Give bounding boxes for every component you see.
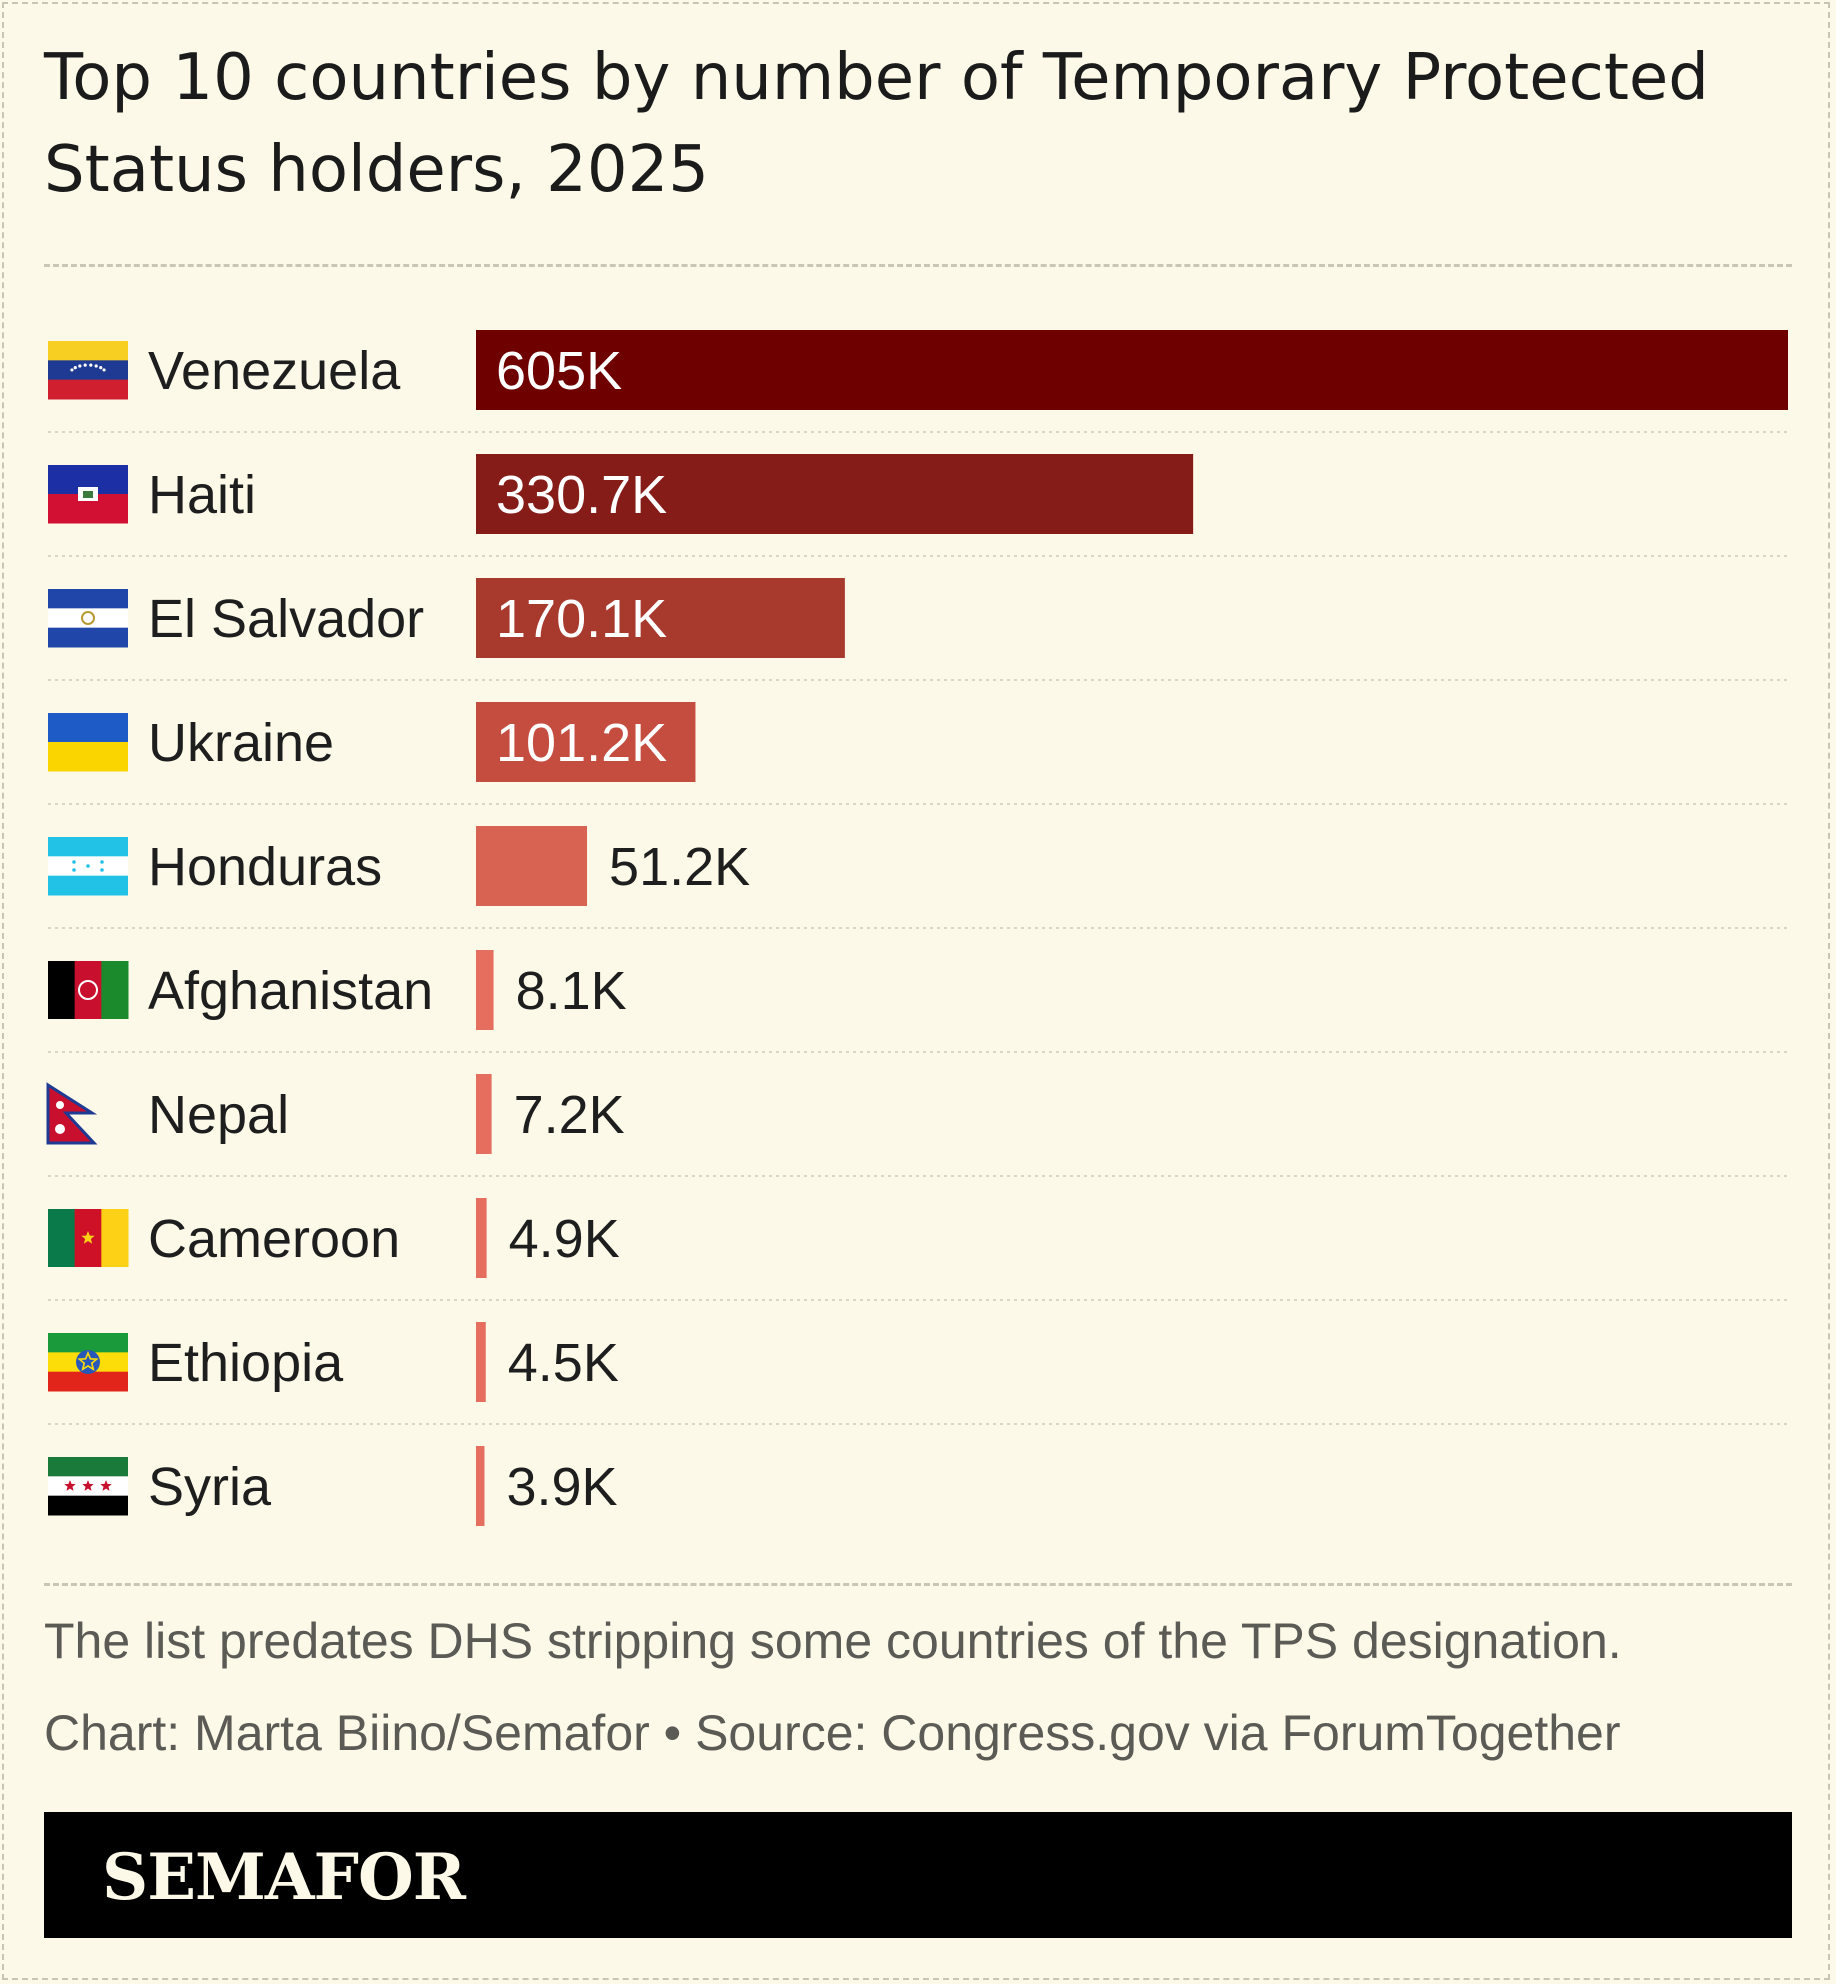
footer-divider <box>44 1583 1792 1586</box>
bar-chart: Venezuela 605K Haiti 330.7K El Salvador 170.1… <box>46 330 1788 1526</box>
syria-flag-icon <box>48 1457 128 1516</box>
category-label: El Salvador <box>148 589 424 649</box>
value-label: 4.9K <box>509 1209 620 1269</box>
category-label: Nepal <box>148 1085 289 1145</box>
value-label: 330.7K <box>496 465 667 525</box>
category-label: Venezuela <box>148 341 401 401</box>
bar <box>476 454 1194 534</box>
category-label: Afghanistan <box>148 961 433 1021</box>
category-label: Syria <box>148 1457 272 1517</box>
el-salvador-flag-icon <box>48 589 128 648</box>
value-label: 170.1K <box>496 589 667 649</box>
value-label: 7.2K <box>514 1085 625 1145</box>
nepal-flag-icon <box>46 1082 98 1145</box>
value-label: 605K <box>496 341 622 401</box>
bar <box>476 330 1788 410</box>
category-label: Ukraine <box>148 713 334 773</box>
bar <box>476 1074 492 1154</box>
category-label: Ethiopia <box>148 1333 344 1393</box>
bar <box>476 1198 487 1278</box>
bar <box>476 950 494 1030</box>
category-label: Honduras <box>148 837 382 897</box>
venezuela-flag-icon <box>48 341 128 400</box>
value-label: 51.2K <box>609 837 750 897</box>
ukraine-flag-icon <box>48 713 128 772</box>
chart-credit: Chart: Marta Biino/Semafor • Source: Con… <box>44 1705 1621 1761</box>
ethiopia-flag-icon <box>48 1333 128 1392</box>
value-label: 8.1K <box>516 961 627 1021</box>
brand-bar: SEMAFOR <box>44 1812 1792 1938</box>
cameroon-flag-icon <box>48 1209 129 1267</box>
value-label: 3.9K <box>506 1457 617 1517</box>
bar <box>476 702 696 782</box>
haiti-flag-icon <box>48 465 128 524</box>
chart-footnote: The list predates DHS stripping some cou… <box>44 1613 1622 1669</box>
bar <box>476 1446 485 1526</box>
category-label: Cameroon <box>148 1209 400 1269</box>
bar <box>476 826 588 906</box>
value-label: 101.2K <box>496 713 667 773</box>
bar <box>476 1322 486 1402</box>
honduras-flag-icon <box>48 837 128 896</box>
title-divider <box>44 264 1792 267</box>
chart-title: Top 10 countries by number of Temporary … <box>44 41 1709 207</box>
value-label: 4.5K <box>508 1333 619 1393</box>
semafor-logo: SEMAFOR <box>102 1840 466 1915</box>
category-label: Haiti <box>148 465 256 525</box>
bar <box>476 578 845 658</box>
afghanistan-flag-icon <box>48 961 129 1019</box>
